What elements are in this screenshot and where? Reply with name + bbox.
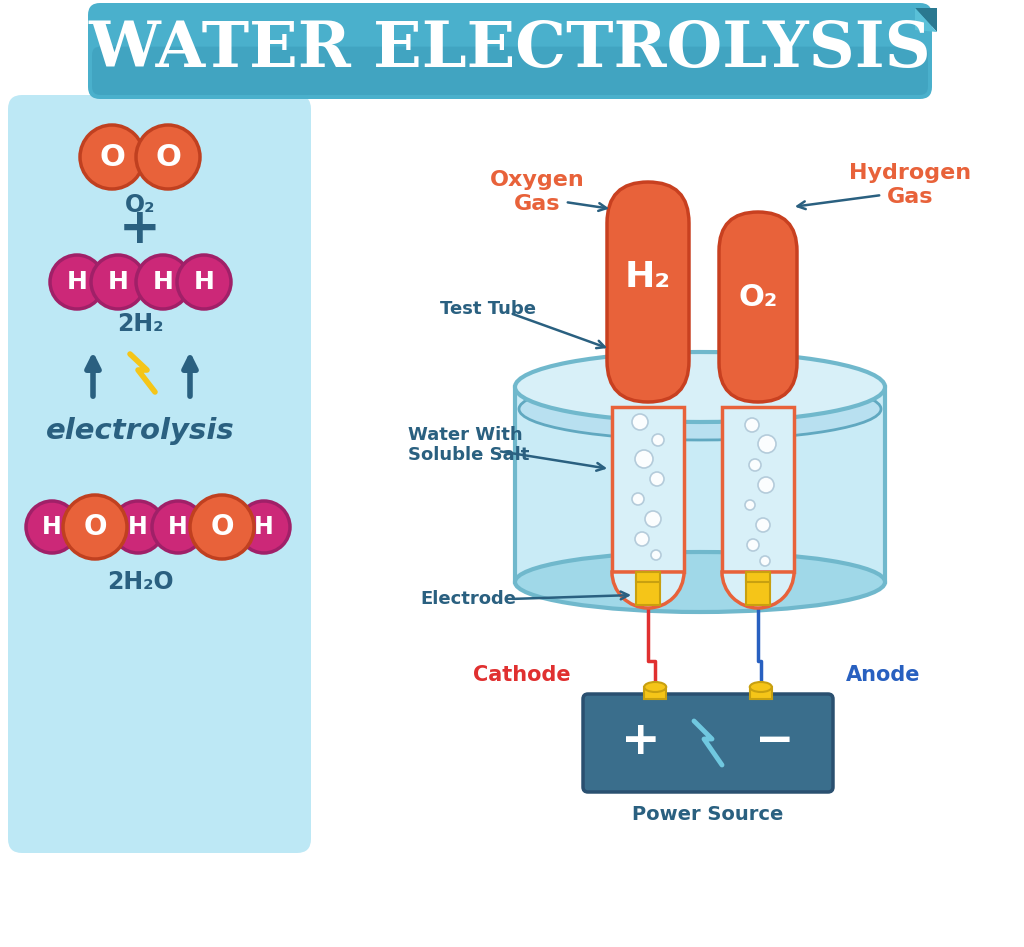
Text: H₂: H₂ <box>625 260 671 294</box>
Circle shape <box>745 500 755 510</box>
Circle shape <box>26 501 78 553</box>
Circle shape <box>745 418 759 432</box>
Text: O: O <box>155 142 181 171</box>
Text: WATER ELECTROLYSIS: WATER ELECTROLYSIS <box>89 19 932 80</box>
Bar <box>636 572 660 582</box>
Circle shape <box>758 435 776 453</box>
Ellipse shape <box>519 378 881 440</box>
Text: H: H <box>67 270 87 294</box>
Bar <box>750 687 772 699</box>
Text: Cathode: Cathode <box>472 665 570 685</box>
Wedge shape <box>722 572 794 608</box>
Circle shape <box>756 518 770 532</box>
Circle shape <box>749 459 761 471</box>
Circle shape <box>63 495 127 559</box>
Circle shape <box>650 472 664 486</box>
Ellipse shape <box>644 682 667 692</box>
Text: electrolysis: electrolysis <box>46 417 234 445</box>
Text: Oxygen
Gas: Oxygen Gas <box>489 170 585 214</box>
Circle shape <box>652 434 664 446</box>
Circle shape <box>746 539 759 551</box>
FancyBboxPatch shape <box>88 3 932 99</box>
Ellipse shape <box>750 682 772 692</box>
Circle shape <box>190 495 254 559</box>
Text: Electrode: Electrode <box>420 590 516 608</box>
Polygon shape <box>722 407 794 572</box>
Bar <box>636 577 660 605</box>
FancyBboxPatch shape <box>8 95 311 853</box>
FancyBboxPatch shape <box>719 212 797 402</box>
Text: 2H₂: 2H₂ <box>117 312 163 336</box>
Text: H: H <box>108 270 128 294</box>
Text: O₂: O₂ <box>738 282 777 312</box>
Text: H: H <box>153 270 173 294</box>
FancyBboxPatch shape <box>607 182 689 402</box>
Circle shape <box>635 532 649 546</box>
Text: O: O <box>210 513 233 541</box>
Text: H: H <box>168 515 187 539</box>
Circle shape <box>632 414 648 430</box>
Ellipse shape <box>515 552 885 612</box>
Polygon shape <box>515 387 885 582</box>
Text: +: + <box>621 719 660 763</box>
Circle shape <box>758 477 774 493</box>
Polygon shape <box>612 407 684 572</box>
Text: H: H <box>128 515 147 539</box>
Circle shape <box>112 501 164 553</box>
Text: H: H <box>254 515 273 539</box>
Wedge shape <box>612 572 684 608</box>
Circle shape <box>632 493 644 505</box>
Circle shape <box>152 501 204 553</box>
Circle shape <box>651 550 662 560</box>
Text: −: − <box>756 719 795 763</box>
Text: 2H₂O: 2H₂O <box>106 570 173 594</box>
Text: Test Tube: Test Tube <box>440 300 536 318</box>
Circle shape <box>91 255 145 309</box>
FancyBboxPatch shape <box>92 46 928 95</box>
Text: O₂: O₂ <box>125 193 156 217</box>
Bar <box>746 577 770 605</box>
Circle shape <box>80 125 144 189</box>
Circle shape <box>50 255 104 309</box>
Circle shape <box>136 125 200 189</box>
Circle shape <box>238 501 290 553</box>
Circle shape <box>635 450 653 468</box>
Circle shape <box>177 255 231 309</box>
Text: O: O <box>83 513 106 541</box>
Bar <box>644 687 667 699</box>
Text: H: H <box>194 270 214 294</box>
Text: Water With
Soluble Salt: Water With Soluble Salt <box>408 425 529 464</box>
Circle shape <box>136 255 190 309</box>
Ellipse shape <box>515 352 885 422</box>
Text: Power Source: Power Source <box>632 806 783 825</box>
FancyBboxPatch shape <box>583 694 833 792</box>
Polygon shape <box>915 8 937 32</box>
Text: Hydrogen
Gas: Hydrogen Gas <box>849 164 971 206</box>
Text: O: O <box>99 142 125 171</box>
Text: H: H <box>42 515 61 539</box>
Circle shape <box>645 511 662 527</box>
Text: +: + <box>119 205 161 253</box>
Text: Anode: Anode <box>846 665 921 685</box>
Circle shape <box>760 556 770 566</box>
Polygon shape <box>915 8 937 32</box>
Bar <box>746 572 770 582</box>
